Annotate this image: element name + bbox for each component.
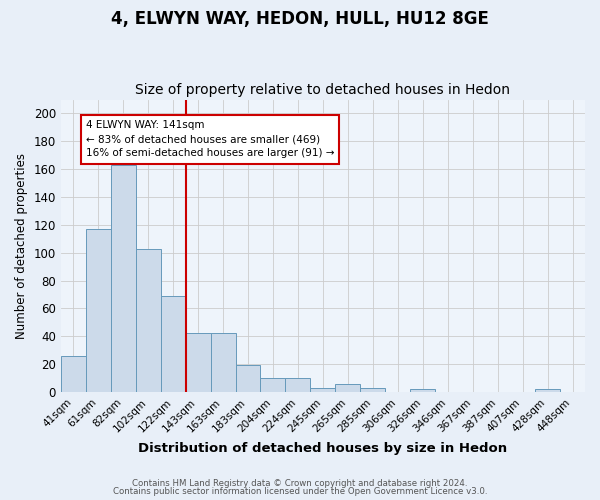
Bar bbox=[535, 389, 560, 392]
Bar bbox=[410, 389, 435, 392]
Bar bbox=[161, 296, 185, 392]
Bar bbox=[310, 388, 335, 392]
Text: Contains public sector information licensed under the Open Government Licence v3: Contains public sector information licen… bbox=[113, 487, 487, 496]
Bar bbox=[185, 334, 211, 392]
Bar bbox=[260, 378, 286, 392]
Text: Contains HM Land Registry data © Crown copyright and database right 2024.: Contains HM Land Registry data © Crown c… bbox=[132, 478, 468, 488]
Bar bbox=[335, 384, 361, 392]
Bar bbox=[286, 378, 310, 392]
Text: 4, ELWYN WAY, HEDON, HULL, HU12 8GE: 4, ELWYN WAY, HEDON, HULL, HU12 8GE bbox=[111, 10, 489, 28]
Text: 4 ELWYN WAY: 141sqm
← 83% of detached houses are smaller (469)
16% of semi-detac: 4 ELWYN WAY: 141sqm ← 83% of detached ho… bbox=[86, 120, 334, 158]
Bar bbox=[86, 229, 111, 392]
Bar bbox=[211, 334, 236, 392]
Bar bbox=[61, 356, 86, 392]
Y-axis label: Number of detached properties: Number of detached properties bbox=[15, 153, 28, 339]
X-axis label: Distribution of detached houses by size in Hedon: Distribution of detached houses by size … bbox=[139, 442, 508, 455]
Bar bbox=[361, 388, 385, 392]
Bar bbox=[236, 366, 260, 392]
Bar bbox=[111, 165, 136, 392]
Title: Size of property relative to detached houses in Hedon: Size of property relative to detached ho… bbox=[136, 83, 511, 97]
Bar bbox=[136, 248, 161, 392]
